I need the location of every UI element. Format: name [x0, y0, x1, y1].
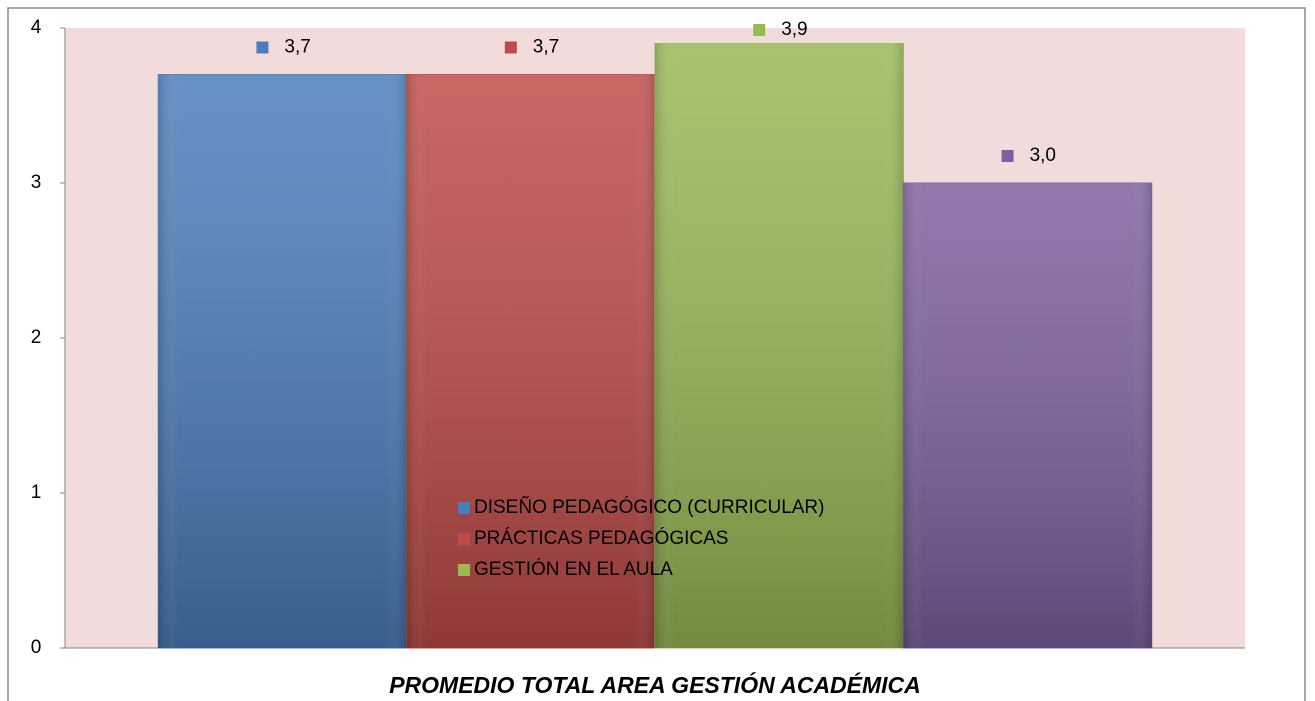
- y-tick-label: 0: [31, 637, 42, 658]
- data-label: 3,9: [781, 19, 807, 40]
- legend-marker: [458, 502, 470, 514]
- bar-edge: [406, 74, 655, 648]
- bar-edge: [655, 43, 904, 648]
- bar-edge: [903, 183, 1152, 648]
- legend-label: GESTIÓN EN EL AULA: [474, 558, 673, 580]
- legend-marker: [458, 564, 470, 576]
- legend-label: PRÁCTICAS PEDAGÓGICAS: [474, 527, 728, 549]
- data-label: 3,7: [533, 37, 559, 58]
- data-label: 3,7: [284, 37, 310, 58]
- legend-marker: [458, 533, 470, 545]
- label-marker: [256, 41, 269, 54]
- legend-label: DISEÑO PEDAGÓGICO (CURRICULAR): [474, 496, 824, 518]
- y-tick-label: 4: [31, 17, 42, 38]
- label-marker: [504, 41, 517, 54]
- label-marker: [753, 24, 766, 36]
- y-tick-label: 3: [31, 172, 42, 193]
- bar-edge: [158, 74, 407, 648]
- data-label: 3,0: [1030, 145, 1056, 166]
- label-marker: [1001, 150, 1014, 162]
- y-tick-label: 1: [31, 482, 42, 503]
- y-tick-label: 2: [31, 327, 42, 348]
- x-tick-label: PROMEDIO TOTAL AREA GESTIÓN ACADÉMICA: [389, 671, 921, 698]
